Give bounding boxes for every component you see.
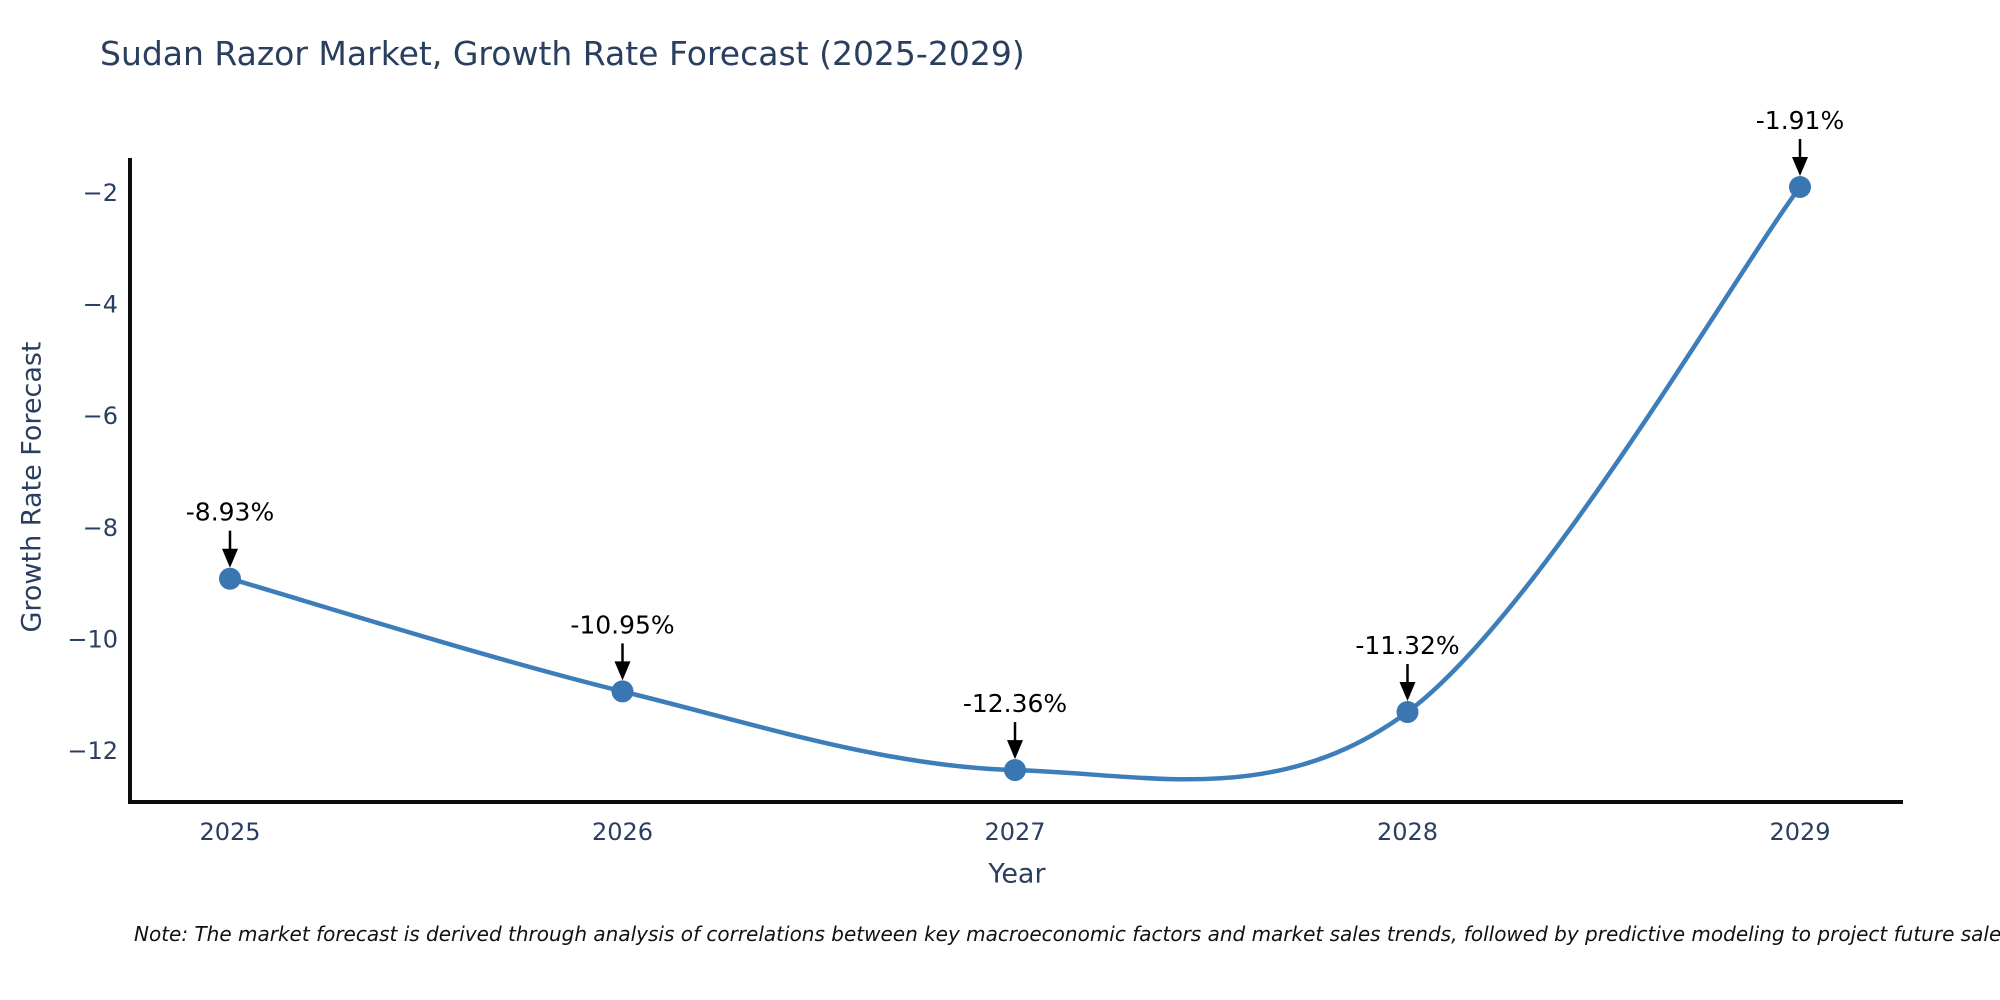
chart-title: Sudan Razor Market, Growth Rate Forecast… [100,34,1025,73]
y-tick-label: −2 [83,179,118,207]
annotation-arrowhead [1007,740,1023,760]
data-point [219,567,241,590]
y-tick-label: −6 [83,402,118,430]
annotation-arrowhead [614,661,631,681]
data-point [1789,175,1811,198]
y-tick-label: −12 [67,737,118,765]
x-tick-label: 2028 [1377,818,1438,846]
point-annotation-label: -10.95% [570,610,674,639]
data-point [1396,701,1419,724]
footnote: Note: The market forecast is derived thr… [134,922,2000,946]
annotation-arrowhead [222,548,238,568]
y-tick-label: −4 [83,291,118,319]
data-point [611,680,634,703]
x-axis-title: Year [988,858,1046,890]
annotation-arrowhead [1399,682,1416,702]
annotation-arrowhead [1792,156,1808,176]
x-tick-label: 2029 [1769,818,1830,846]
x-tick-label: 2025 [199,818,260,846]
point-annotation-label: -8.93% [186,498,274,527]
y-tick-label: −8 [83,514,118,542]
x-tick-label: 2026 [592,818,653,846]
y-tick-label: −10 [67,625,118,653]
y-axis-title: Growth Rate Forecast [16,341,48,633]
point-annotation-label: -12.36% [963,689,1067,718]
forecast-line [227,184,1803,782]
x-tick-label: 2027 [984,818,1045,846]
point-annotation-label: -11.32% [1355,631,1459,660]
data-point [1004,759,1026,782]
point-annotation-label: -1.91% [1756,106,1844,135]
